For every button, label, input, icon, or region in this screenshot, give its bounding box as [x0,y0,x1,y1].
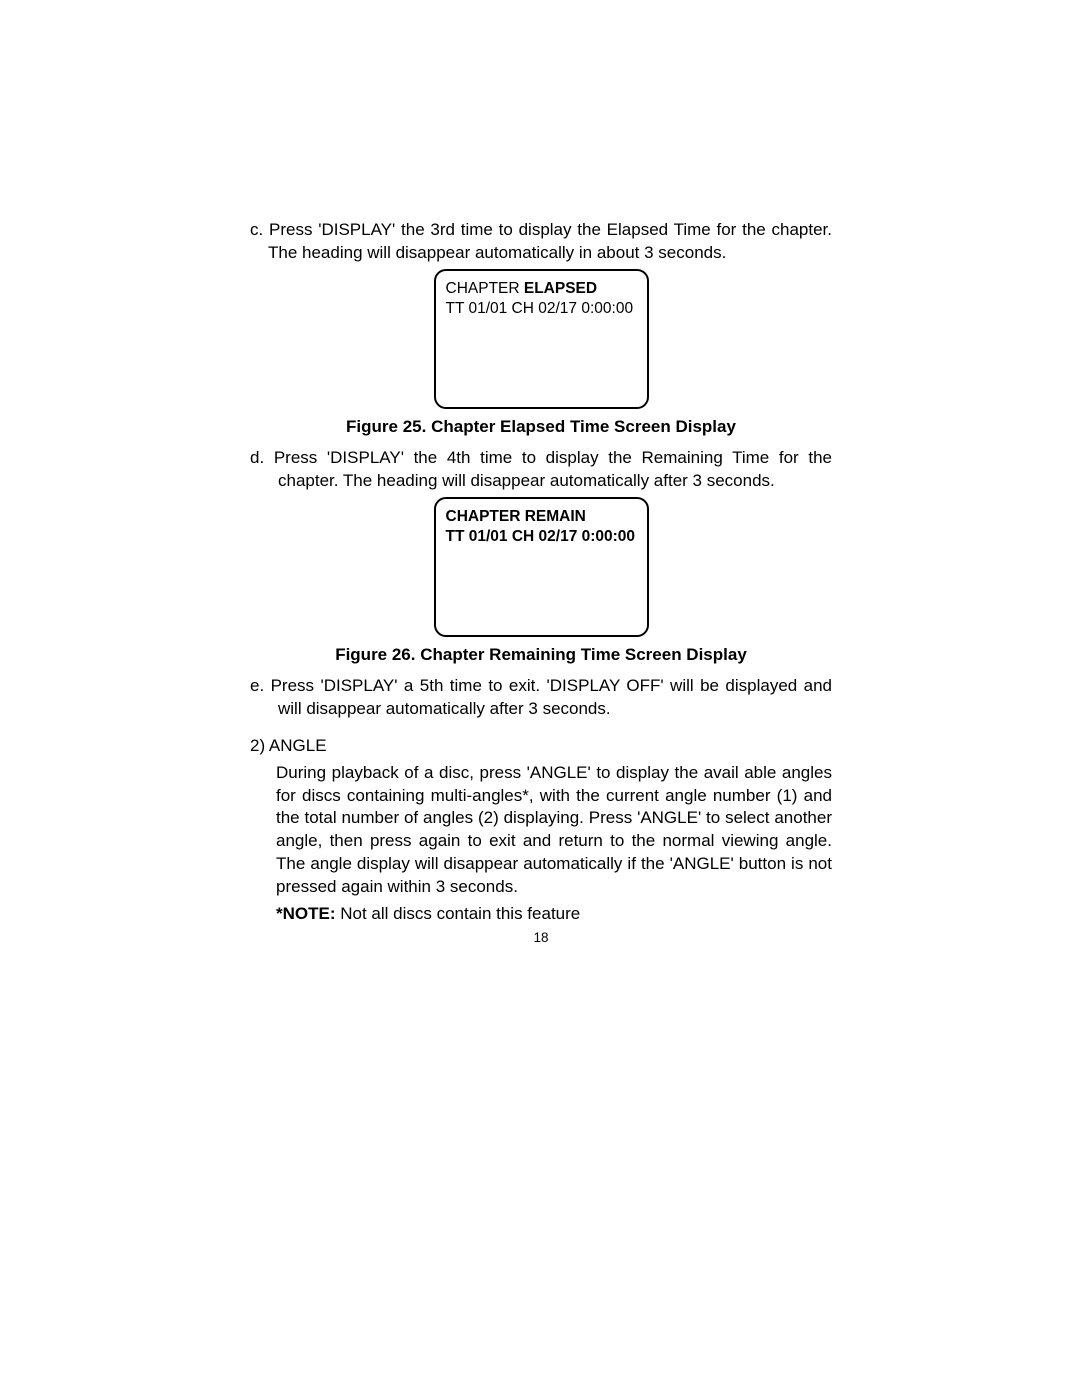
display2-line1: CHAPTER REMAIN [446,507,639,526]
angle-description: During playback of a disc, press 'ANGLE'… [250,762,832,900]
figure-26-caption: Figure 26. Chapter Remaining Time Screen… [250,645,832,665]
step-d: d. Press 'DISPLAY' the 4th time to displ… [250,447,832,493]
figure-25-wrap: CHAPTER ELAPSED TT 01/01 CH 02/17 0:00:0… [250,269,832,409]
display1-line2: TT 01/01 CH 02/17 0:00:00 [446,299,639,318]
figure-25-caption: Figure 25. Chapter Elapsed Time Screen D… [250,417,832,437]
chapter-elapsed-display: CHAPTER ELAPSED TT 01/01 CH 02/17 0:00:0… [434,269,649,409]
step-e: e. Press 'DISPLAY' a 5th time to exit. '… [250,675,832,721]
figure-26-wrap: CHAPTER REMAIN TT 01/01 CH 02/17 0:00:00 [250,497,832,637]
note-text: Not all discs contain this feature [336,904,581,923]
angle-note: *NOTE: Not all discs contain this featur… [250,903,832,926]
section-2-angle-label: 2) ANGLE [250,735,832,758]
page-number: 18 [250,930,832,945]
display1-line1b: ELAPSED [524,280,597,297]
step-c: c. Press 'DISPLAY' the 3rd time to displ… [250,219,832,265]
chapter-remain-display: CHAPTER REMAIN TT 01/01 CH 02/17 0:00:00 [434,497,649,637]
manual-page: c. Press 'DISPLAY' the 3rd time to displ… [250,219,832,945]
note-label: *NOTE: [276,904,336,923]
display2-line2: TT 01/01 CH 02/17 0:00:00 [446,527,639,546]
display1-line1a: CHAPTER [446,280,524,297]
